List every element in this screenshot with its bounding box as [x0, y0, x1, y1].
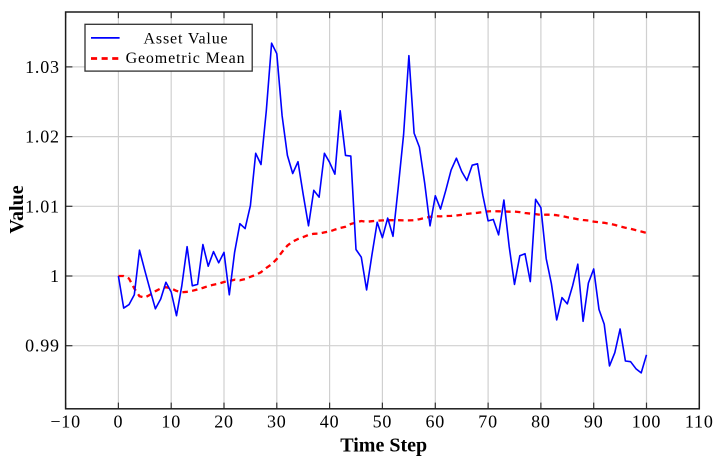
svg-text:80: 80 — [531, 412, 551, 432]
svg-text:70: 70 — [478, 412, 498, 432]
svg-text:30: 30 — [267, 412, 287, 432]
svg-text:Asset Value: Asset Value — [143, 30, 228, 47]
svg-text:10: 10 — [161, 412, 181, 432]
svg-text:1.01: 1.01 — [25, 196, 60, 216]
svg-text:40: 40 — [320, 412, 340, 432]
svg-text:100: 100 — [632, 412, 661, 432]
svg-text:1.03: 1.03 — [25, 57, 60, 77]
svg-text:1: 1 — [50, 266, 60, 286]
svg-text:20: 20 — [214, 412, 234, 432]
svg-text:90: 90 — [584, 412, 604, 432]
svg-text:Geometric Mean: Geometric Mean — [126, 50, 246, 67]
svg-text:−10: −10 — [50, 412, 81, 432]
svg-text:50: 50 — [373, 412, 393, 432]
svg-text:0.99: 0.99 — [25, 336, 60, 356]
svg-text:1.02: 1.02 — [25, 127, 60, 147]
svg-text:60: 60 — [425, 412, 445, 432]
svg-text:0: 0 — [113, 412, 123, 432]
svg-text:Value: Value — [6, 185, 28, 233]
svg-text:Time Step: Time Step — [340, 435, 427, 457]
svg-text:110: 110 — [685, 412, 714, 432]
